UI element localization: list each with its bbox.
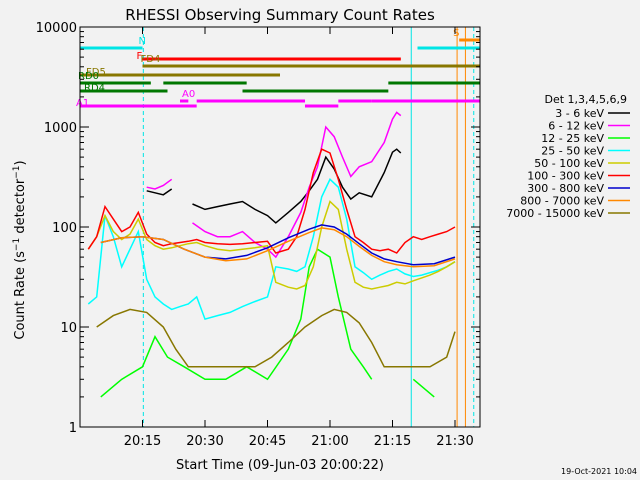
y-axis-label: Count Rate (s−1 detector−1) xyxy=(12,160,28,339)
state-bar-label: A1 xyxy=(76,98,89,109)
state-bar-rd0: RD0 xyxy=(78,71,480,85)
state-bar-label: RD0 xyxy=(78,71,99,82)
y-axis-label-exponent-1: −1 xyxy=(12,238,22,251)
y-tick-label: 10 xyxy=(60,321,77,336)
series-line-3 xyxy=(87,178,456,321)
legend-label: 25 - 50 keV xyxy=(541,145,604,158)
x-tick-label: 21:00 xyxy=(311,434,348,449)
x-axis-label: Start Time (09-Jun-03 20:00:22) xyxy=(176,458,384,473)
legend-label: 12 - 25 keV xyxy=(541,132,604,145)
legend-label: 6 - 12 keV xyxy=(548,120,604,133)
legend-item: 300 - 800 keV xyxy=(527,182,630,195)
y-axis-label-part-1: Count Rate (s xyxy=(13,251,28,340)
legend-item: 7000 - 15000 keV xyxy=(506,207,630,220)
series-line-7 xyxy=(100,227,456,268)
series-line-5 xyxy=(87,148,456,254)
state-bar-label: FD4 xyxy=(141,54,161,65)
state-bar-fd4: FD4 xyxy=(141,54,480,68)
state-bar-a1: A1 xyxy=(76,98,339,109)
y-tick-label: 100 xyxy=(52,221,77,236)
legend-label: 100 - 300 keV xyxy=(527,170,604,183)
legend-item: 6 - 12 keV xyxy=(548,120,630,133)
legend-label: 800 - 7000 keV xyxy=(520,195,604,208)
x-tick-label: 20:45 xyxy=(249,434,286,449)
legend-label: 300 - 800 keV xyxy=(527,182,604,195)
legend-item: 3 - 6 keV xyxy=(555,107,630,120)
state-bar-label: N xyxy=(139,36,146,47)
chart-title: RHESSI Observing Summary Count Rates xyxy=(125,6,435,24)
x-tick-label: 20:30 xyxy=(186,434,223,449)
state-bar-fd5: FD5 xyxy=(80,67,280,78)
legend-label: 7000 - 15000 keV xyxy=(506,207,604,220)
state-bar-rd4: RD4 xyxy=(80,83,389,94)
legend-item: 100 - 300 keV xyxy=(527,170,630,183)
axes: 20:15 20:30 20:45 21:00 21:15 21:30 1 10 100 1000… xyxy=(36,21,480,449)
legend-title: Det 1,3,4,5,6,9 xyxy=(544,93,627,106)
timestamp-label: 19-Oct-2021 10:04 xyxy=(561,467,637,476)
legend-label: 50 - 100 keV xyxy=(534,157,604,170)
series-line-0 xyxy=(146,148,402,224)
state-bar-f: F xyxy=(137,51,401,62)
y-tick-label: 1 xyxy=(69,421,77,436)
y-tick-label: 10000 xyxy=(36,21,77,36)
state-bar-n: N xyxy=(80,36,480,50)
x-tick-label: 21:30 xyxy=(436,434,473,449)
y-tick-label: 1000 xyxy=(44,121,77,136)
y-axis-label-part-3: ) xyxy=(13,160,28,165)
series-line-2 xyxy=(100,248,435,398)
state-bar-a0: A0 xyxy=(180,89,480,103)
y-axis-label-exponent-2: −1 xyxy=(12,165,22,178)
legend-item: 800 - 7000 keV xyxy=(520,195,630,208)
legend-label: 3 - 6 keV xyxy=(555,107,604,120)
legend-item: 25 - 50 keV xyxy=(541,145,630,158)
x-tick-label: 20:15 xyxy=(124,434,161,449)
series-line-4 xyxy=(87,200,456,290)
state-bar-label: RD4 xyxy=(84,83,105,94)
x-tick-label: 21:15 xyxy=(374,434,411,449)
state-bar-label: S xyxy=(453,28,459,39)
legend-item: 12 - 25 keV xyxy=(541,132,630,145)
y-axis-label-part-2: detector xyxy=(13,178,28,238)
series-line-1 xyxy=(146,111,402,259)
state-bar-s: S xyxy=(453,28,480,42)
state-bar-label: F xyxy=(137,51,143,62)
state-bar-label: FD5 xyxy=(86,67,106,78)
legend-item: 50 - 100 keV xyxy=(534,157,630,170)
series-line-8 xyxy=(96,308,456,368)
state-bar-label: A0 xyxy=(182,89,195,100)
